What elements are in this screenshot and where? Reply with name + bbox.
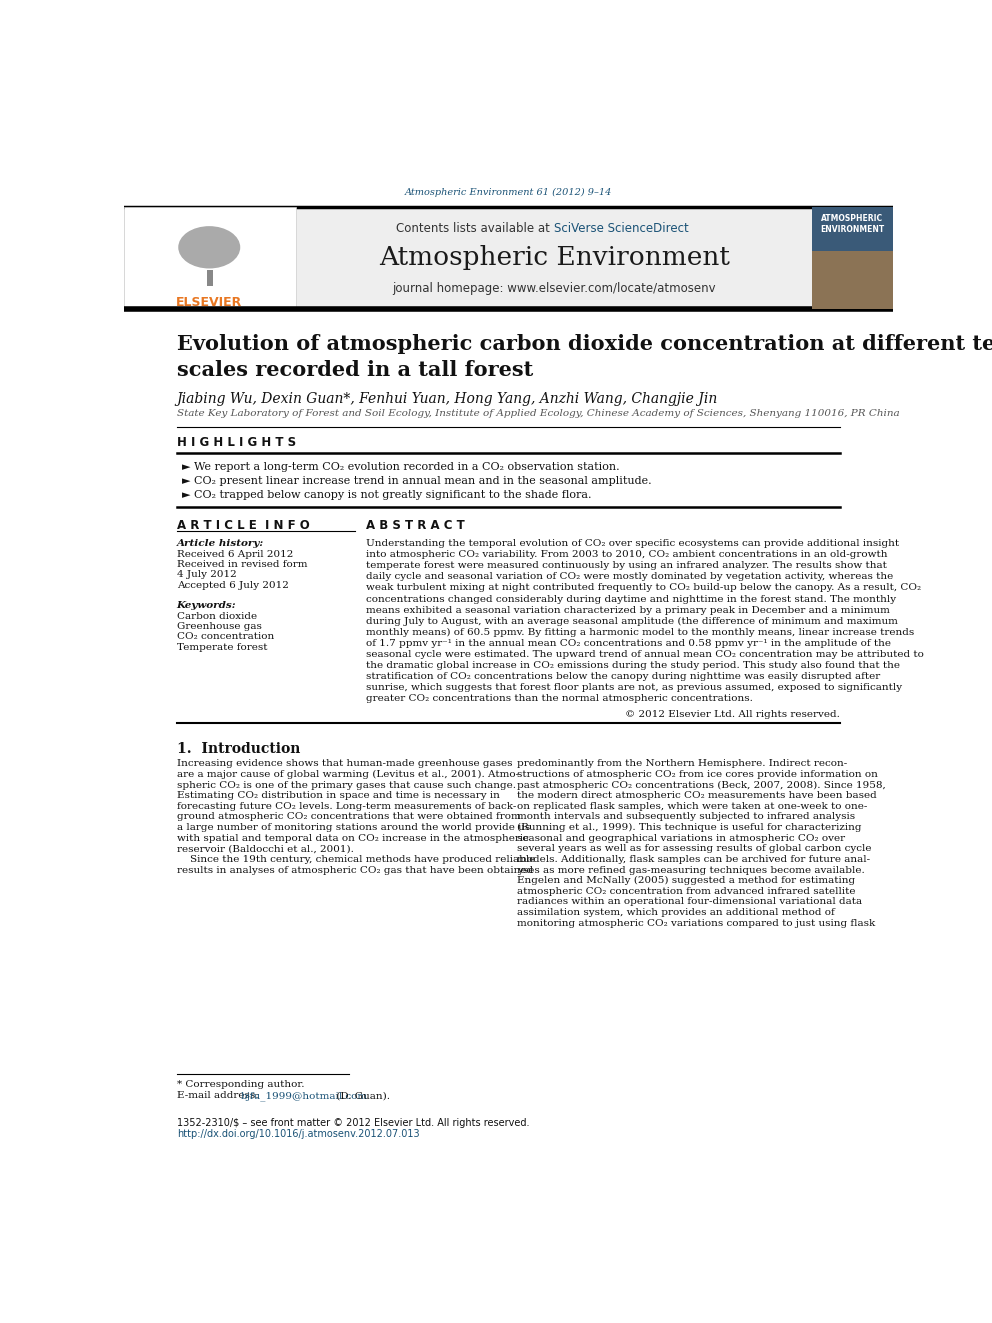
Text: concentrations changed considerably during daytime and nighttime in the forest s: concentrations changed considerably duri… bbox=[366, 594, 896, 603]
Text: journal homepage: www.elsevier.com/locate/atmosenv: journal homepage: www.elsevier.com/locat… bbox=[392, 282, 716, 295]
Text: Since the 19th century, chemical methods have produced reliable: Since the 19th century, chemical methods… bbox=[177, 855, 535, 864]
Text: (Running et al., 1999). This technique is useful for characterizing: (Running et al., 1999). This technique i… bbox=[517, 823, 861, 832]
Text: CO₂ concentration: CO₂ concentration bbox=[177, 632, 274, 642]
Text: sunrise, which suggests that forest floor plants are not, as previous assumed, e: sunrise, which suggests that forest floo… bbox=[366, 683, 902, 692]
Text: Estimating CO₂ distribution in space and time is necessary in: Estimating CO₂ distribution in space and… bbox=[177, 791, 500, 800]
Text: (D. Guan).: (D. Guan). bbox=[333, 1091, 390, 1101]
Text: during July to August, with an average seasonal amplitude (the difference of min: during July to August, with an average s… bbox=[366, 617, 898, 626]
Ellipse shape bbox=[179, 226, 240, 269]
Text: yses as more refined gas-measuring techniques become available.: yses as more refined gas-measuring techn… bbox=[517, 865, 865, 875]
Text: spheric CO₂ is one of the primary gases that cause such change.: spheric CO₂ is one of the primary gases … bbox=[177, 781, 516, 790]
Text: A B S T R A C T: A B S T R A C T bbox=[366, 519, 464, 532]
Text: temperate forest were measured continuously by using an infrared analyzer. The r: temperate forest were measured continuou… bbox=[366, 561, 887, 570]
Text: ground atmospheric CO₂ concentrations that were obtained from: ground atmospheric CO₂ concentrations th… bbox=[177, 812, 521, 822]
Text: Jiabing Wu, Dexin Guan*, Fenhui Yuan, Hong Yang, Anzhi Wang, Changjie Jin: Jiabing Wu, Dexin Guan*, Fenhui Yuan, Ho… bbox=[177, 392, 718, 406]
Text: Received in revised form: Received in revised form bbox=[177, 560, 308, 569]
Text: Increasing evidence shows that human-made greenhouse gases: Increasing evidence shows that human-mad… bbox=[177, 759, 512, 769]
Text: E-mail address:: E-mail address: bbox=[177, 1091, 262, 1101]
Text: ELSEVIER: ELSEVIER bbox=[177, 296, 242, 308]
Bar bbox=[812, 251, 893, 308]
Text: © 2012 Elsevier Ltd. All rights reserved.: © 2012 Elsevier Ltd. All rights reserved… bbox=[625, 710, 840, 720]
Text: Greenhouse gas: Greenhouse gas bbox=[177, 622, 262, 631]
Text: assimilation system, which provides an additional method of: assimilation system, which provides an a… bbox=[517, 908, 834, 917]
Text: A R T I C L E  I N F O: A R T I C L E I N F O bbox=[177, 519, 310, 532]
Text: bjfu_1999@hotmail.com: bjfu_1999@hotmail.com bbox=[240, 1091, 367, 1101]
Text: on replicated flask samples, which were taken at one-week to one-: on replicated flask samples, which were … bbox=[517, 802, 867, 811]
Text: several years as well as for assessing results of global carbon cycle: several years as well as for assessing r… bbox=[517, 844, 871, 853]
Text: forecasting future CO₂ levels. Long-term measurements of back-: forecasting future CO₂ levels. Long-term… bbox=[177, 802, 516, 811]
Text: past atmospheric CO₂ concentrations (Beck, 2007, 2008). Since 1958,: past atmospheric CO₂ concentrations (Bec… bbox=[517, 781, 886, 790]
Text: weak turbulent mixing at night contributed frequently to CO₂ build-up below the : weak turbulent mixing at night contribut… bbox=[366, 583, 921, 593]
Text: Article history:: Article history: bbox=[177, 540, 264, 548]
Text: ► We report a long-term CO₂ evolution recorded in a CO₂ observation station.: ► We report a long-term CO₂ evolution re… bbox=[183, 462, 620, 472]
Text: Atmospheric Environment: Atmospheric Environment bbox=[379, 245, 729, 270]
Text: Atmospheric Environment 61 (2012) 9–14: Atmospheric Environment 61 (2012) 9–14 bbox=[405, 188, 612, 197]
Text: ► CO₂ present linear increase trend in annual mean and in the seasonal amplitude: ► CO₂ present linear increase trend in a… bbox=[183, 476, 652, 486]
Text: Received 6 April 2012: Received 6 April 2012 bbox=[177, 550, 293, 558]
Text: structions of atmospheric CO₂ from ice cores provide information on: structions of atmospheric CO₂ from ice c… bbox=[517, 770, 878, 779]
Text: Carbon dioxide: Carbon dioxide bbox=[177, 611, 257, 620]
Text: http://dx.doi.org/10.1016/j.atmosenv.2012.07.013: http://dx.doi.org/10.1016/j.atmosenv.201… bbox=[177, 1129, 420, 1139]
Text: of 1.7 ppmv yr⁻¹ in the annual mean CO₂ concentrations and 0.58 ppmv yr⁻¹ in the: of 1.7 ppmv yr⁻¹ in the annual mean CO₂ … bbox=[366, 639, 891, 648]
Bar bbox=[812, 206, 893, 308]
Text: models. Additionally, flask samples can be archived for future anal-: models. Additionally, flask samples can … bbox=[517, 855, 870, 864]
Text: monthly means) of 60.5 ppmv. By fitting a harmonic model to the monthly means, l: monthly means) of 60.5 ppmv. By fitting … bbox=[366, 628, 914, 636]
Text: with spatial and temporal data on CO₂ increase in the atmospheric: with spatial and temporal data on CO₂ in… bbox=[177, 833, 529, 843]
Text: Temperate forest: Temperate forest bbox=[177, 643, 267, 652]
Text: * Corresponding author.: * Corresponding author. bbox=[177, 1081, 305, 1089]
Text: radiances within an operational four-dimensional variational data: radiances within an operational four-dim… bbox=[517, 897, 862, 906]
Text: 4 July 2012: 4 July 2012 bbox=[177, 570, 236, 579]
Text: 1.  Introduction: 1. Introduction bbox=[177, 742, 300, 757]
Text: ► CO₂ trapped below canopy is not greatly significant to the shade flora.: ► CO₂ trapped below canopy is not greatl… bbox=[183, 490, 591, 500]
Text: H I G H L I G H T S: H I G H L I G H T S bbox=[177, 437, 296, 448]
Text: are a major cause of global warming (Levitus et al., 2001). Atmo-: are a major cause of global warming (Lev… bbox=[177, 770, 519, 779]
Text: into atmospheric CO₂ variability. From 2003 to 2010, CO₂ ambient concentrations : into atmospheric CO₂ variability. From 2… bbox=[366, 550, 887, 560]
Text: month intervals and subsequently subjected to infrared analysis: month intervals and subsequently subject… bbox=[517, 812, 855, 822]
Bar bbox=[124, 206, 893, 308]
Text: Keywords:: Keywords: bbox=[177, 601, 236, 610]
Text: ATMOSPHERIC
ENVIRONMENT: ATMOSPHERIC ENVIRONMENT bbox=[820, 214, 885, 234]
Bar bbox=[207, 270, 213, 286]
Text: Accepted 6 July 2012: Accepted 6 July 2012 bbox=[177, 581, 289, 590]
Text: the modern direct atmospheric CO₂ measurements have been based: the modern direct atmospheric CO₂ measur… bbox=[517, 791, 877, 800]
Text: greater CO₂ concentrations than the normal atmospheric concentrations.: greater CO₂ concentrations than the norm… bbox=[366, 695, 753, 704]
Text: predominantly from the Northern Hemisphere. Indirect recon-: predominantly from the Northern Hemisphe… bbox=[517, 759, 847, 769]
Text: reservoir (Baldocchi et al., 2001).: reservoir (Baldocchi et al., 2001). bbox=[177, 844, 353, 853]
Text: monitoring atmospheric CO₂ variations compared to just using flask: monitoring atmospheric CO₂ variations co… bbox=[517, 918, 875, 927]
Text: daily cycle and seasonal variation of CO₂ were mostly dominated by vegetation ac: daily cycle and seasonal variation of CO… bbox=[366, 573, 893, 581]
Text: scales recorded in a tall forest: scales recorded in a tall forest bbox=[177, 360, 533, 381]
Text: means exhibited a seasonal variation characterized by a primary peak in December: means exhibited a seasonal variation cha… bbox=[366, 606, 890, 615]
Text: 1352-2310/$ – see front matter © 2012 Elsevier Ltd. All rights reserved.: 1352-2310/$ – see front matter © 2012 El… bbox=[177, 1118, 529, 1129]
Text: SciVerse ScienceDirect: SciVerse ScienceDirect bbox=[555, 222, 688, 235]
Text: atmospheric CO₂ concentration from advanced infrared satellite: atmospheric CO₂ concentration from advan… bbox=[517, 886, 855, 896]
Bar bbox=[124, 206, 296, 308]
Text: seasonal and geographical variations in atmospheric CO₂ over: seasonal and geographical variations in … bbox=[517, 833, 845, 843]
Text: State Key Laboratory of Forest and Soil Ecology, Institute of Applied Ecology, C: State Key Laboratory of Forest and Soil … bbox=[177, 409, 900, 418]
Text: the dramatic global increase in CO₂ emissions during the study period. This stud: the dramatic global increase in CO₂ emis… bbox=[366, 662, 900, 671]
Text: stratification of CO₂ concentrations below the canopy during nighttime was easil: stratification of CO₂ concentrations bel… bbox=[366, 672, 880, 681]
Text: results in analyses of atmospheric CO₂ gas that have been obtained: results in analyses of atmospheric CO₂ g… bbox=[177, 865, 533, 875]
Text: Contents lists available at: Contents lists available at bbox=[397, 222, 555, 235]
Text: Understanding the temporal evolution of CO₂ over specific ecosystems can provide: Understanding the temporal evolution of … bbox=[366, 540, 899, 548]
Text: Engelen and McNally (2005) suggested a method for estimating: Engelen and McNally (2005) suggested a m… bbox=[517, 876, 855, 885]
Text: Evolution of atmospheric carbon dioxide concentration at different temporal: Evolution of atmospheric carbon dioxide … bbox=[177, 335, 992, 355]
Text: seasonal cycle were estimated. The upward trend of annual mean CO₂ concentration: seasonal cycle were estimated. The upwar… bbox=[366, 650, 924, 659]
Text: a large number of monitoring stations around the world provide us: a large number of monitoring stations ar… bbox=[177, 823, 530, 832]
